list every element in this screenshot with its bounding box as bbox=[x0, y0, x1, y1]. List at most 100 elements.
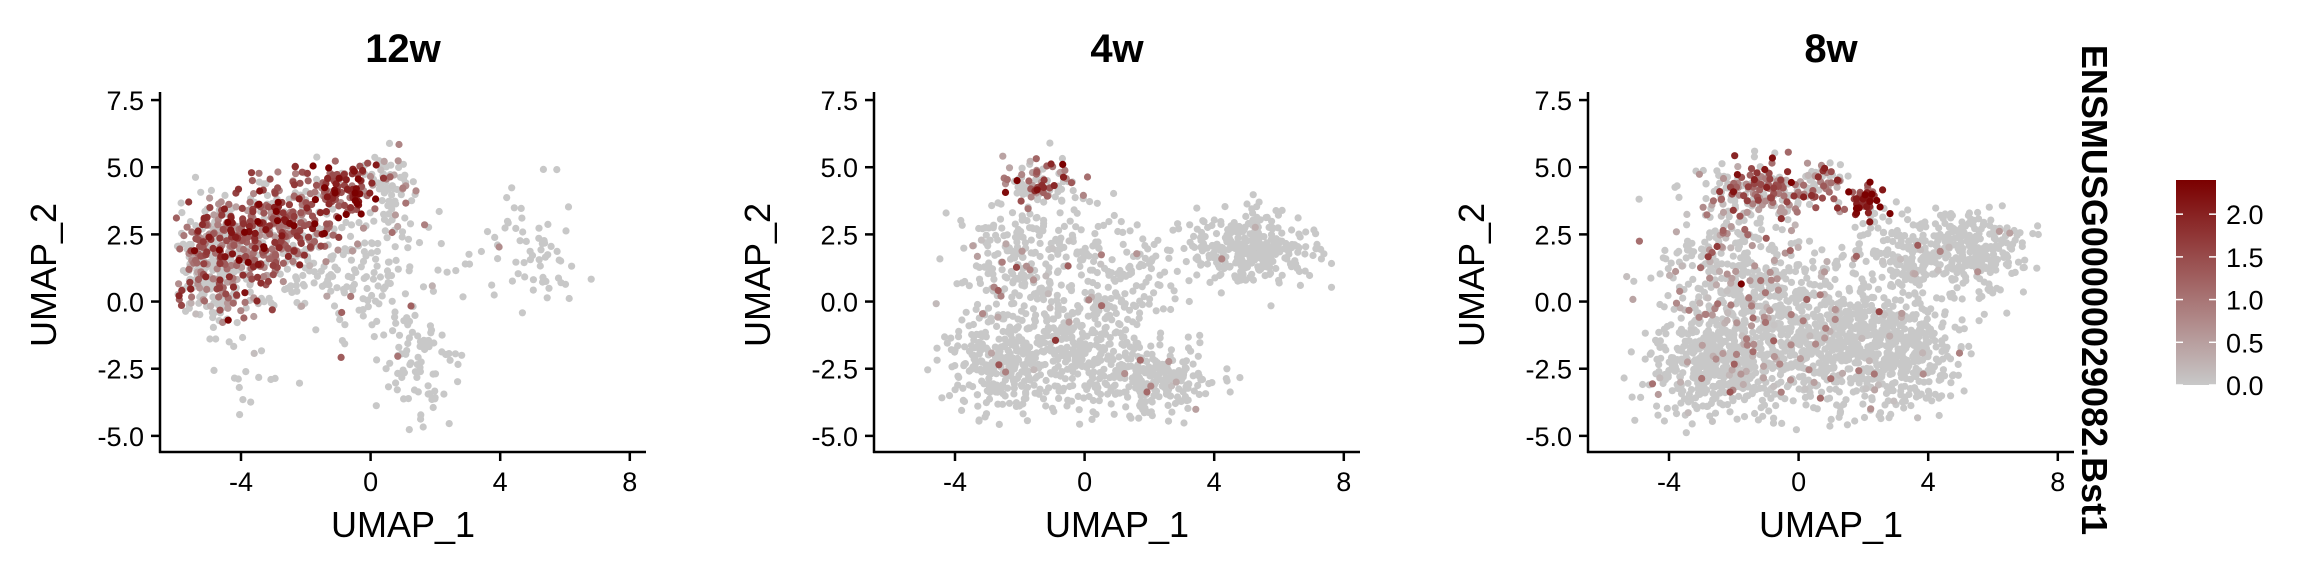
cell-point bbox=[1255, 198, 1263, 206]
cell-point bbox=[1076, 339, 1084, 347]
cell-point bbox=[250, 190, 258, 198]
cell-point bbox=[260, 273, 268, 281]
cell-point bbox=[1103, 312, 1111, 321]
cell-point bbox=[1019, 410, 1027, 418]
cell-point bbox=[1126, 270, 1134, 278]
cell-point bbox=[1966, 255, 1975, 263]
cell-point bbox=[1847, 379, 1855, 387]
cell-point bbox=[1677, 399, 1685, 407]
cell-point bbox=[1254, 243, 1262, 251]
cell-point bbox=[317, 267, 325, 275]
cell-point bbox=[414, 388, 422, 396]
cell-point bbox=[380, 189, 388, 197]
cell-point bbox=[1097, 335, 1105, 343]
cell-point bbox=[1059, 305, 1067, 314]
cell-point bbox=[242, 368, 250, 376]
cell-point bbox=[953, 280, 961, 288]
cell-point bbox=[1063, 402, 1071, 410]
cell-point bbox=[996, 215, 1005, 223]
cell-point bbox=[1759, 412, 1767, 420]
cell-point bbox=[1080, 394, 1088, 402]
cell-point bbox=[355, 219, 363, 227]
cell-point bbox=[1033, 213, 1041, 222]
cell-point bbox=[1027, 236, 1035, 244]
y-tick-label: 0.0 bbox=[820, 288, 858, 318]
cell-point bbox=[1233, 273, 1241, 281]
cell-point bbox=[1856, 288, 1864, 296]
cell-point bbox=[194, 227, 202, 235]
cell-point bbox=[1007, 267, 1015, 276]
cell-point bbox=[1193, 271, 1201, 279]
cell-point bbox=[230, 342, 238, 350]
cell-point bbox=[1718, 339, 1726, 347]
cell-point bbox=[1922, 271, 1930, 279]
cell-point bbox=[982, 286, 990, 294]
panel-12w: 12w -4 0 4 8-5.0-2.50.02.55.07.5 UMAP_1 UMA… bbox=[23, 27, 646, 545]
cell-point bbox=[391, 308, 399, 316]
cell-point bbox=[1733, 290, 1741, 298]
cell-point bbox=[1110, 211, 1118, 220]
cell-point bbox=[1040, 176, 1048, 184]
cell-point bbox=[412, 187, 420, 195]
cell-point bbox=[1743, 260, 1751, 268]
cell-point bbox=[970, 364, 978, 372]
cell-point bbox=[1148, 398, 1156, 406]
cell-point bbox=[1733, 415, 1741, 423]
cell-point bbox=[317, 242, 325, 250]
cell-point bbox=[1243, 200, 1251, 208]
cell-point bbox=[526, 256, 535, 264]
cell-point bbox=[1020, 340, 1028, 348]
cell-point bbox=[416, 368, 424, 376]
cell-point bbox=[1931, 311, 1939, 319]
cell-point bbox=[361, 239, 369, 247]
cell-point bbox=[1152, 361, 1160, 369]
cell-point bbox=[1146, 295, 1154, 303]
cell-point bbox=[364, 159, 372, 167]
cell-point bbox=[1620, 374, 1628, 382]
cell-point bbox=[368, 179, 376, 187]
cell-point bbox=[235, 383, 243, 392]
cell-point bbox=[1081, 288, 1089, 297]
cell-point bbox=[371, 153, 379, 161]
cell-point bbox=[1842, 308, 1850, 316]
cell-point bbox=[1040, 198, 1048, 206]
cell-point bbox=[311, 220, 319, 228]
cell-point bbox=[1844, 365, 1852, 373]
cell-point bbox=[1061, 166, 1069, 174]
cell-point bbox=[1202, 390, 1210, 398]
cell-point bbox=[975, 263, 984, 271]
cell-point bbox=[1874, 285, 1882, 293]
cell-point bbox=[271, 189, 279, 197]
cell-point bbox=[186, 218, 195, 226]
cell-point bbox=[404, 244, 412, 252]
cell-point bbox=[1008, 335, 1016, 343]
cell-point bbox=[1268, 248, 1276, 256]
cell-point bbox=[1789, 397, 1797, 405]
cell-point bbox=[1259, 261, 1267, 269]
cell-point bbox=[333, 266, 341, 274]
cell-point bbox=[1139, 235, 1147, 243]
cell-point bbox=[951, 346, 959, 354]
cell-point bbox=[1709, 345, 1717, 353]
cell-point bbox=[1809, 281, 1817, 289]
cell-point bbox=[1189, 372, 1197, 380]
cell-point bbox=[1060, 297, 1068, 305]
cell-point bbox=[1967, 350, 1975, 358]
cell-point bbox=[1765, 245, 1773, 253]
cell-point bbox=[1089, 304, 1097, 312]
cell-point bbox=[1161, 268, 1169, 276]
cell-point bbox=[438, 348, 446, 356]
cell-point bbox=[1877, 415, 1885, 423]
cell-point bbox=[1819, 354, 1827, 362]
cell-point bbox=[1836, 327, 1844, 335]
cell-point bbox=[1039, 296, 1048, 304]
cell-point bbox=[1637, 393, 1645, 401]
cell-point bbox=[216, 276, 224, 284]
cell-point bbox=[348, 247, 357, 255]
cell-point bbox=[219, 318, 227, 326]
cell-point bbox=[370, 217, 378, 225]
cell-point bbox=[1953, 227, 1961, 235]
cell-point bbox=[306, 190, 314, 198]
cell-point bbox=[2033, 264, 2041, 272]
cell-point bbox=[1065, 237, 1073, 245]
